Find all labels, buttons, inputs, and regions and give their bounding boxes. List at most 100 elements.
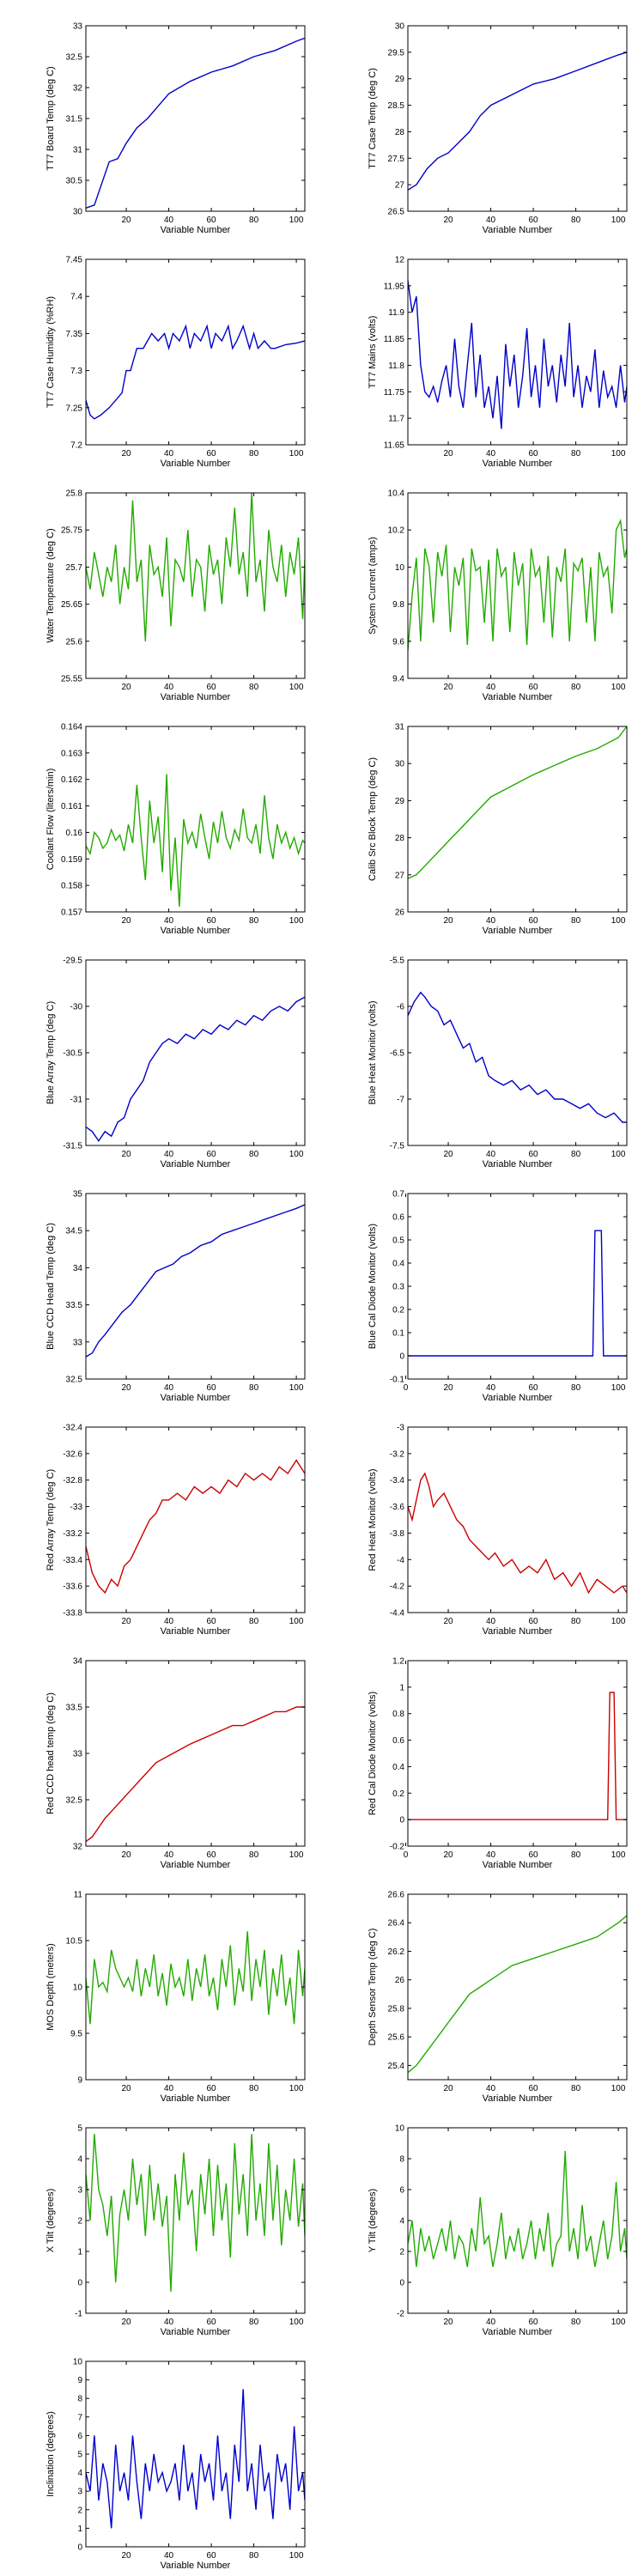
- y-tick-label: 0.2: [392, 1789, 404, 1799]
- chart-panel: 20 40 60 80 100 25.55 25.6 25.65 25.7 25.75 25.8 Va…: [0, 467, 322, 701]
- plot-frame: [85, 2127, 306, 2314]
- x-tick-label: 40: [164, 449, 174, 459]
- y-tick-label: 0.161: [61, 802, 82, 811]
- y-tick-label: 31: [395, 723, 405, 732]
- chart-panel: 20 40 60 80 100 7.2 7.25 7.3 7.35 7.4 7.45 Variable…: [0, 234, 322, 467]
- x-axis-label: Variable Number: [161, 1159, 231, 1168]
- series-line: [86, 493, 305, 641]
- y-tick-label: 0.158: [61, 882, 82, 891]
- y-tick-label: 27: [395, 871, 405, 880]
- y-tick-label: -30.5: [63, 1049, 82, 1059]
- y-tick-label: 7.2: [70, 441, 82, 451]
- x-tick-label: 20: [443, 216, 453, 225]
- y-tick-label: 10.2: [388, 526, 405, 536]
- x-axis-label: Variable Number: [483, 926, 553, 934]
- x-tick-label: 60: [529, 1850, 539, 1860]
- x-tick-label: 60: [529, 2084, 539, 2093]
- chart-svg: 20 40 60 80 100 -7.5 -7 -6.5 -6 -5.5 Variable Numb…: [368, 957, 628, 1168]
- chart-svg: 20 40 60 80 100 -4.4 -4.2 -4 -3.8 -3.6 -3.4 -3.2 -3 V…: [368, 1424, 628, 1635]
- plot-frame: [85, 1193, 306, 1380]
- x-tick-label: 60: [207, 2084, 217, 2093]
- x-tick-label: 80: [249, 1850, 259, 1860]
- x-axis-label: Variable Number: [483, 2093, 553, 2102]
- y-axis-label: TT7 Board Temp (deg C): [46, 66, 56, 170]
- chart-panel: 20 40 60 80 100 32.5 33 33.5 34 34.5 35 Variable Nu…: [0, 1168, 322, 1401]
- y-tick-label: -7.5: [390, 1142, 405, 1151]
- x-tick-label: 60: [529, 216, 539, 225]
- x-tick-label: 20: [121, 916, 131, 926]
- x-axis-label: Variable Number: [161, 926, 231, 934]
- y-tick-label: 9.8: [392, 600, 404, 610]
- y-tick-label: 0.162: [61, 775, 82, 785]
- y-tick-label: 31: [73, 146, 83, 155]
- y-tick-label: 25.6: [66, 637, 83, 647]
- y-tick-label: 4: [399, 2217, 404, 2227]
- series-line: [86, 1931, 305, 2025]
- x-tick-label: 20: [443, 683, 453, 692]
- y-axis-label: Calib Src Block Temp (deg C): [368, 757, 378, 881]
- x-tick-label: 40: [164, 1383, 174, 1393]
- y-axis-label: Coolant Flow (liters/min): [46, 769, 56, 871]
- x-tick-label: 80: [571, 1617, 581, 1626]
- x-axis-label: Variable Number: [161, 1626, 231, 1635]
- chart-panel: 0 20 40 60 80 100 -0.1 0 0.1 0.2 0.3 0.4 0.5 0.6 0.7 Va…: [322, 1168, 644, 1401]
- x-tick-label: 40: [486, 1383, 496, 1393]
- x-tick-label: 60: [207, 449, 217, 459]
- y-tick-label: 0.5: [392, 1236, 404, 1246]
- chart-panel: 20 40 60 80 100 -7.5 -7 -6.5 -6 -5.5 Variable Numb…: [322, 934, 644, 1168]
- x-tick-label: 100: [611, 449, 626, 459]
- y-tick-label: 35: [73, 1190, 83, 1200]
- y-tick-label: 0: [77, 2543, 82, 2553]
- chart-panel: 20 40 60 80 100 -33.8 -33.6 -33.4 -33.2 -33 -32.8 -…: [0, 1401, 322, 1635]
- y-tick-label: 33: [73, 1750, 83, 1759]
- y-tick-label: 30: [395, 22, 405, 32]
- y-tick-label: -32.8: [63, 1476, 82, 1485]
- x-axis-label: Variable Number: [483, 1159, 553, 1168]
- y-tick-label: 27.5: [388, 155, 405, 164]
- x-tick-label: 40: [486, 1850, 496, 1860]
- x-axis-label: Variable Number: [161, 225, 231, 234]
- y-tick-label: 10: [395, 563, 405, 573]
- y-tick-label: -4.4: [390, 1609, 405, 1619]
- y-tick-label: 28: [395, 128, 405, 137]
- y-tick-label: 31.5: [66, 115, 83, 125]
- x-tick-label: 40: [164, 1617, 174, 1626]
- y-axis-label: Blue Cal Diode Monitor (volts): [368, 1224, 378, 1349]
- plot-frame: [85, 1426, 306, 1613]
- y-tick-label: 28: [395, 834, 405, 843]
- x-tick-label: 100: [289, 1383, 304, 1393]
- y-tick-label: -0.1: [390, 1376, 405, 1385]
- y-tick-label: 8: [77, 2395, 82, 2404]
- x-axis-label: Variable Number: [161, 2561, 231, 2569]
- plot-frame: [85, 258, 306, 446]
- series-line: [408, 518, 627, 651]
- y-axis-label: Blue CCD Head Temp (deg C): [46, 1223, 56, 1350]
- x-axis-label: Variable Number: [161, 2093, 231, 2102]
- y-tick-label: 7.3: [70, 367, 82, 376]
- x-tick-label: 20: [121, 1150, 131, 1159]
- x-tick-label: 80: [571, 1850, 581, 1860]
- y-tick-label: 32.5: [66, 1376, 83, 1385]
- y-tick-label: 25.8: [66, 489, 83, 499]
- y-tick-label: 5: [77, 2124, 82, 2134]
- x-tick-label: 40: [486, 1617, 496, 1626]
- y-tick-label: -30: [70, 1003, 83, 1012]
- chart-panel: 20 40 60 80 100 32 32.5 33 33.5 34 Variable Number…: [0, 1635, 322, 1868]
- y-tick-label: 7: [77, 2413, 82, 2422]
- y-axis-label: System Current (amps): [368, 537, 378, 635]
- x-tick-label: 80: [249, 216, 259, 225]
- y-tick-label: 0: [399, 1352, 404, 1362]
- y-tick-label: 32: [73, 1843, 83, 1852]
- y-tick-label: 34: [73, 1264, 83, 1273]
- plot-frame: [407, 492, 628, 679]
- y-tick-label: 33.5: [66, 1704, 83, 1713]
- x-tick-label: 40: [486, 2084, 496, 2093]
- x-tick-label: 20: [121, 1383, 131, 1393]
- y-tick-label: 28.5: [388, 101, 405, 111]
- y-tick-label: 11.7: [388, 415, 404, 424]
- y-tick-label: 29: [395, 797, 405, 806]
- y-tick-label: -6: [397, 1003, 404, 1012]
- y-axis-label: Red Heat Monitor (volts): [368, 1468, 378, 1571]
- x-tick-label: 40: [164, 1850, 174, 1860]
- y-tick-label: 11.75: [384, 388, 405, 398]
